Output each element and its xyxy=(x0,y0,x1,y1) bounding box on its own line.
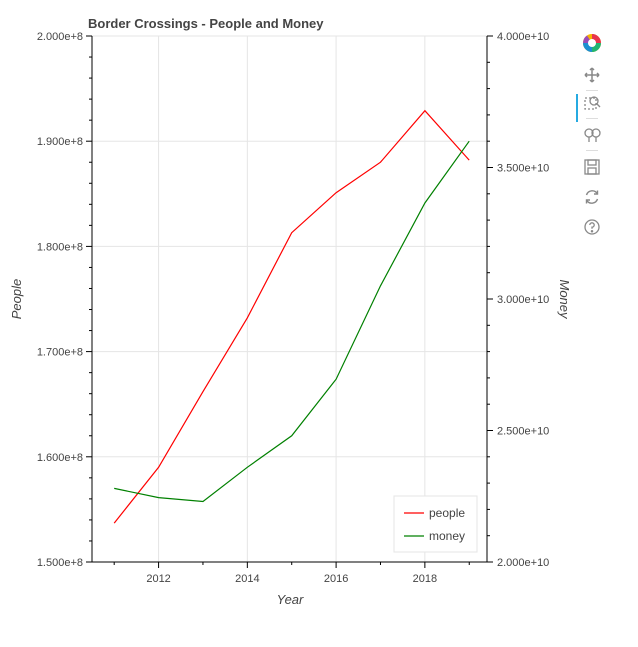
active-tool-indicator xyxy=(576,94,578,122)
chart-title: Border Crossings - People and Money xyxy=(88,16,324,31)
bokeh-logo-icon[interactable] xyxy=(580,32,604,54)
series-lines xyxy=(113,109,470,524)
help-tool-icon[interactable] xyxy=(580,216,604,238)
legend-label: money xyxy=(429,529,465,543)
y2-tick-label: 3.500e+10 xyxy=(497,163,549,175)
y-tick-label: 1.600e+8 xyxy=(37,452,83,464)
toolbar-separator xyxy=(586,90,598,91)
series-line-people[interactable] xyxy=(113,109,470,524)
y-tick-label: 1.500e+8 xyxy=(37,557,83,569)
y-tick-label: 1.900e+8 xyxy=(37,136,83,148)
y2-tick-label: 2.500e+10 xyxy=(497,426,549,438)
y2-axis-label: Money xyxy=(557,279,572,320)
plot-area[interactable] xyxy=(91,35,488,563)
axes: 2012 2014 2016 2018 1.500e+8 1.600e+8 1.700e+8… xyxy=(37,31,550,585)
x-tick-label: 2012 xyxy=(146,573,170,585)
y-tick-label: 1.800e+8 xyxy=(37,241,83,253)
y-axis-label: People xyxy=(9,279,24,319)
x-tick-label: 2016 xyxy=(324,573,348,585)
legend: people money xyxy=(393,495,478,553)
reset-tool-icon[interactable] xyxy=(580,186,604,208)
x-tick-label: 2018 xyxy=(413,573,437,585)
grid-lines xyxy=(92,35,487,563)
toolbar xyxy=(576,32,606,242)
y-tick-label: 2.000e+8 xyxy=(37,31,83,43)
series-line-money[interactable] xyxy=(114,140,470,503)
x-tick-label: 2014 xyxy=(235,573,259,585)
toolbar-separator xyxy=(586,118,598,119)
save-tool-icon[interactable] xyxy=(580,156,604,178)
y2-tick-label: 2.000e+10 xyxy=(497,557,549,569)
box-zoom-tool-icon[interactable] xyxy=(580,92,604,114)
x-axis-label: Year xyxy=(277,592,304,607)
y2-tick-label: 3.000e+10 xyxy=(497,294,549,306)
legend-label: people xyxy=(429,506,465,520)
pan-tool-icon[interactable] xyxy=(580,64,604,86)
y-tick-label: 1.700e+8 xyxy=(37,347,83,359)
legend-box xyxy=(393,495,478,553)
wheel-zoom-tool-icon[interactable] xyxy=(580,124,604,146)
toolbar-separator xyxy=(586,150,598,151)
y2-tick-label: 4.000e+10 xyxy=(497,31,549,43)
